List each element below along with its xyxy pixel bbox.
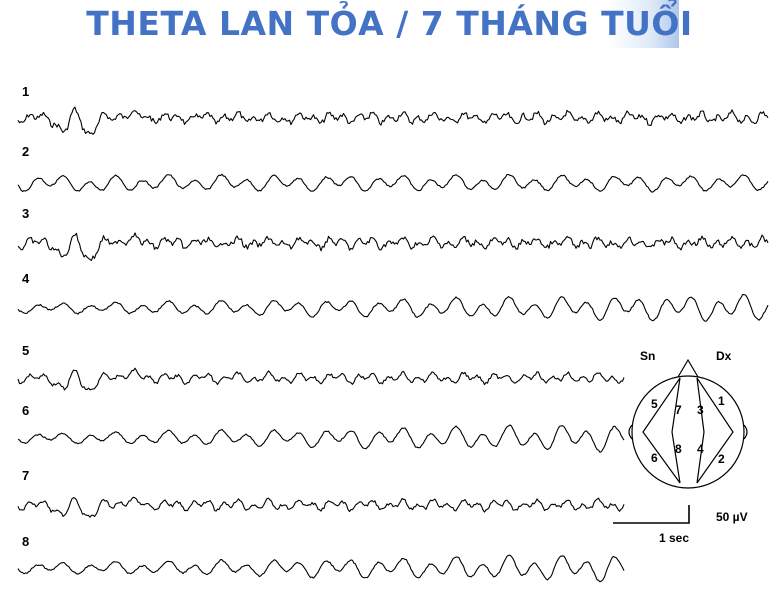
electrode-number-4: 4 (697, 442, 704, 456)
nose-marker (677, 358, 699, 378)
channel-trace-5 (17, 367, 625, 391)
montage-line-right-inner (696, 377, 705, 484)
time-scale-label: 1 sec (659, 531, 689, 545)
head-outline (631, 375, 745, 489)
left-side-label: Sn (640, 349, 655, 363)
electrode-number-2: 2 (718, 452, 725, 466)
right-ear (743, 424, 748, 440)
electrode-number-7: 7 (675, 403, 682, 417)
right-side-label: Dx (716, 349, 732, 363)
channel-label-8: 8 (22, 534, 29, 549)
channel-label-2: 2 (22, 144, 29, 159)
scale-bar (613, 505, 690, 524)
montage-line-right-outer (696, 377, 734, 484)
left-ear (628, 424, 633, 440)
electrode-number-3: 3 (697, 403, 704, 417)
channel-trace-3 (17, 232, 769, 261)
electrode-number-6: 6 (651, 451, 658, 465)
channel-label-6: 6 (22, 403, 29, 418)
channel-trace-2 (17, 173, 769, 193)
channel-label-3: 3 (22, 206, 29, 221)
electrode-number-5: 5 (651, 397, 658, 411)
channel-label-4: 4 (22, 271, 30, 286)
channel-trace-8 (17, 554, 625, 583)
electrode-number-8: 8 (675, 442, 682, 456)
channel-label-5: 5 (22, 343, 29, 358)
amplitude-scale-label: 50 µV (716, 510, 748, 524)
channel-label-1: 1 (22, 84, 29, 99)
page-title: THETA LAN TỎA / 7 THÁNG TUỔI (86, 4, 693, 43)
electrode-montage-diagram: Sn Dx 5 7 3 1 6 8 4 2 (628, 349, 748, 489)
channel-label-7: 7 (22, 468, 29, 483)
title-highlight (609, 0, 679, 48)
channel-trace-6 (17, 424, 625, 453)
channel-trace-7 (17, 496, 625, 518)
calibration-scale: 50 µV 1 sec (613, 505, 748, 545)
montage-line-left-inner (671, 377, 681, 484)
channel-traces (17, 106, 769, 583)
channel-trace-4 (17, 294, 769, 322)
channel-labels: 1 2 3 4 5 6 7 8 (22, 84, 30, 549)
electrode-number-1: 1 (718, 394, 725, 408)
channel-trace-1 (17, 106, 769, 135)
montage-line-left-outer (642, 377, 681, 484)
